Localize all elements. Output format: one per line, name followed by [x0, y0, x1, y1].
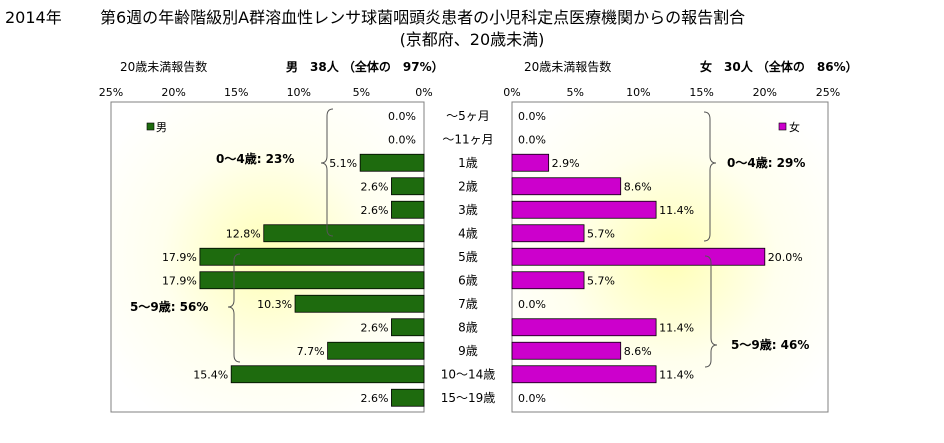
bar-male	[230, 365, 425, 384]
right-tick-label: 0%	[503, 86, 520, 99]
category-label: 5歳	[458, 250, 478, 264]
bar-male	[199, 247, 425, 266]
bar-male	[327, 341, 425, 360]
value-label-female: 5.7%	[587, 227, 615, 240]
value-label-female: 8.6%	[624, 345, 652, 358]
bar-male	[263, 224, 425, 243]
category-label: 3歳	[458, 203, 478, 217]
bar-female	[511, 365, 657, 384]
value-label-female: 2.9%	[552, 157, 580, 170]
value-label-male: 2.6%	[360, 392, 388, 405]
right-tick-label: 10%	[626, 86, 650, 99]
value-label-male: 0.0%	[388, 133, 416, 146]
value-label-male: 17.9%	[162, 274, 197, 287]
chart-subtitle: (京都府、20歳未満)	[399, 30, 545, 49]
bar-male	[391, 318, 425, 337]
category-label: ～5ヶ月	[446, 109, 490, 123]
value-label-female: 11.4%	[659, 368, 694, 381]
left-tick-label: 15%	[224, 86, 248, 99]
bar-female	[511, 224, 585, 243]
right-tick-label: 15%	[689, 86, 713, 99]
group-label-left-5-9: 5～9歳: 56%	[130, 299, 208, 314]
left-tick-label: 10%	[287, 86, 311, 99]
bar-female	[511, 247, 766, 266]
group-label-right-0-4: 0～4歳: 29%	[727, 155, 805, 170]
bracket-right-5-9	[704, 255, 718, 368]
bar-male	[294, 294, 425, 313]
chart-title: 第6週の年齢階級別A群溶血性レンサ球菌咽頭炎患者の小児科定点医療機関からの報告割…	[100, 8, 746, 27]
bar-male	[391, 388, 425, 407]
category-label: 6歳	[458, 273, 478, 287]
right-caption: 20歳未満報告数	[524, 59, 611, 74]
right-tick-label: 25%	[816, 86, 840, 99]
legend-label-female: 女	[789, 120, 800, 134]
value-label-male: 2.6%	[360, 180, 388, 193]
category-label: 1歳	[458, 156, 478, 170]
value-label-female: 11.4%	[659, 321, 694, 334]
value-label-female: 5.7%	[587, 274, 615, 287]
group-label-left-0-4: 0～4歳: 23%	[216, 151, 294, 166]
category-label: 10～14歳	[441, 367, 496, 381]
left-tick-label: 0%	[415, 86, 432, 99]
bar-female	[511, 271, 585, 290]
legend-label-male: 男	[156, 121, 167, 134]
bracket-right-0-4	[703, 111, 717, 242]
group-label-right-5-9: 5～9歳: 46%	[731, 337, 809, 352]
value-label-male: 12.8%	[226, 227, 261, 240]
category-label: 7歳	[458, 297, 478, 311]
right-summary: 女 30人 （全体の 86%）	[700, 59, 858, 74]
bracket-left-0-4	[320, 108, 334, 237]
right-tick-label: 20%	[753, 86, 777, 99]
left-tick-label: 25%	[99, 86, 123, 99]
value-label-male: 7.7%	[297, 345, 325, 358]
left-caption: 20歳未満報告数	[120, 59, 207, 74]
bar-female	[511, 341, 622, 360]
bar-female	[511, 177, 622, 196]
bar-female	[511, 200, 657, 219]
value-label-male: 15.4%	[193, 368, 228, 381]
value-label-male: 2.6%	[360, 204, 388, 217]
category-label: 2歳	[458, 179, 478, 193]
category-label: 9歳	[458, 344, 478, 358]
legend-swatch-female	[778, 122, 787, 131]
left-tick-label: 5%	[353, 86, 370, 99]
value-label-male: 0.0%	[388, 110, 416, 123]
category-label: 4歳	[458, 226, 478, 240]
value-label-male: 10.3%	[257, 298, 292, 311]
bracket-left-5-9	[227, 253, 241, 363]
value-label-female: 0.0%	[518, 298, 546, 311]
value-label-female: 0.0%	[518, 133, 546, 146]
legend-swatch-male	[146, 122, 155, 131]
value-label-female: 20.0%	[768, 251, 803, 264]
title-year: 2014年	[5, 8, 62, 27]
bar-female	[511, 153, 550, 172]
value-label-female: 0.0%	[518, 392, 546, 405]
value-label-male: 5.1%	[329, 157, 357, 170]
right-tick-label: 5%	[566, 86, 583, 99]
bar-male	[391, 200, 425, 219]
value-label-female: 8.6%	[624, 180, 652, 193]
bar-male	[199, 271, 425, 290]
bar-male	[359, 153, 425, 172]
value-label-male: 17.9%	[162, 251, 197, 264]
left-summary: 男 38人 （全体の 97%）	[286, 59, 444, 74]
value-label-female: 0.0%	[518, 110, 546, 123]
value-label-male: 2.6%	[360, 321, 388, 334]
category-label: 15～19歳	[441, 391, 496, 405]
left-tick-label: 20%	[161, 86, 185, 99]
category-label: ～11ヶ月	[442, 132, 493, 146]
category-label: 8歳	[458, 320, 478, 334]
bar-male	[391, 177, 425, 196]
bar-female	[511, 318, 657, 337]
value-label-female: 11.4%	[659, 204, 694, 217]
